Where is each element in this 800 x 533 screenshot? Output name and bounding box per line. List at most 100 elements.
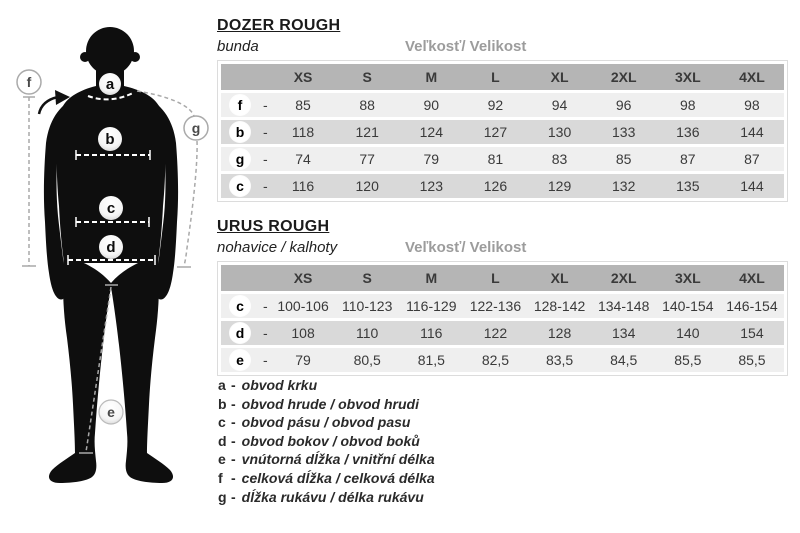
- svg-text:f: f: [27, 74, 32, 90]
- row-label-cell: e-: [221, 348, 271, 372]
- size-value: 116-129: [406, 298, 457, 314]
- size-table-header-row: XS S M L XL 2XL 3XL 4XL: [221, 64, 784, 90]
- size-row-d: d - 108 110 116 122 128 134 140 154: [221, 321, 784, 345]
- row-label-cell: g-: [221, 147, 271, 171]
- size-value: 85: [615, 151, 632, 167]
- svg-text:b: b: [105, 131, 114, 148]
- marker-badge-f: f: [16, 69, 42, 95]
- row-separator: -: [263, 325, 268, 341]
- size-value: 110: [356, 325, 379, 341]
- legend-text: obvod krku: [241, 377, 318, 393]
- size-value: 82,5: [481, 352, 510, 368]
- legend-separator: -: [231, 488, 236, 505]
- legend-separator: -: [231, 469, 236, 486]
- size-value: 87: [744, 151, 760, 167]
- section-subtitle-jacket: bunda: [217, 38, 259, 55]
- neck-measure-line: [87, 92, 134, 101]
- size-value: 81,5: [417, 352, 445, 368]
- legend-key: b: [218, 395, 227, 412]
- legend-separator: -: [231, 432, 236, 449]
- size-value: 79: [295, 352, 311, 368]
- size-value: 132: [612, 178, 636, 194]
- marker-badge-b: b: [98, 127, 122, 151]
- row-separator: -: [263, 97, 268, 113]
- size-value: 134-148: [597, 298, 650, 314]
- column-header-xs: XS: [293, 270, 313, 286]
- column-header-4xl: 4XL: [739, 69, 765, 85]
- trousers-size-section: URUS ROUGH nohavice / kalhoty Veľkosť/ V…: [217, 218, 788, 376]
- legend-separator: -: [231, 377, 236, 393]
- legend-separator: -: [231, 395, 236, 412]
- size-value: 121: [355, 124, 379, 140]
- size-value: 122-136: [469, 298, 522, 314]
- column-header-s: S: [362, 270, 372, 286]
- row-label-cell: d-: [221, 321, 271, 345]
- legend-text: vnútorná dĺžka / vnitřní délka: [241, 451, 435, 468]
- row-marker-c: c: [230, 296, 250, 316]
- size-value: 133: [612, 124, 636, 140]
- section-subtitle-trousers: nohavice / kalhoty: [217, 239, 338, 256]
- row-marker-g: g: [230, 149, 250, 169]
- size-value: 98: [680, 97, 696, 113]
- size-value: 116: [420, 325, 443, 341]
- row-separator: -: [263, 178, 268, 194]
- size-value: 140: [676, 325, 700, 341]
- size-row-c: c - 116 120 123 126 129 132 135 144: [221, 174, 784, 198]
- row-label-cell: f-: [221, 93, 271, 117]
- row-label-cell: c-: [221, 174, 271, 198]
- size-value: 87: [680, 151, 696, 167]
- size-value: 83: [551, 151, 568, 167]
- row-marker-c: c: [230, 176, 250, 196]
- size-value: 77: [359, 151, 375, 167]
- size-value: 130: [547, 124, 572, 140]
- svg-text:c: c: [107, 200, 115, 217]
- column-header-s: S: [362, 69, 372, 85]
- size-value: 96: [615, 97, 632, 113]
- pointer-arrow-icon: [37, 90, 70, 115]
- size-value: 144: [740, 178, 764, 194]
- size-value: 84,5: [610, 352, 638, 368]
- column-header-m: M: [425, 270, 438, 286]
- size-value: 118: [291, 124, 315, 140]
- size-value: 90: [423, 97, 440, 113]
- column-header-2xl: 2XL: [610, 69, 637, 85]
- marker-badge-d: d: [99, 235, 123, 259]
- size-label-jacket: Veľkosť/ Velikost: [405, 38, 527, 55]
- size-value: 144: [740, 124, 764, 140]
- jacket-size-section: DOZER ROUGH bunda Veľkosť/ Velikost XS S M…: [217, 17, 788, 202]
- size-value: 124: [419, 124, 443, 140]
- size-value: 85,5: [738, 352, 766, 368]
- size-value: 92: [487, 97, 504, 113]
- size-label-trousers: Veľkosť/ Velikost: [405, 239, 527, 256]
- size-value: 74: [295, 151, 311, 167]
- size-value: 116: [291, 178, 315, 194]
- legend-separator: -: [231, 414, 236, 431]
- legend-key: e: [218, 451, 226, 468]
- legend-item-a: a - obvod krku: [218, 377, 435, 396]
- row-separator: -: [263, 151, 268, 167]
- size-value: 85,5: [674, 352, 702, 368]
- column-header-2xl: 2XL: [610, 270, 637, 286]
- size-value: 128-142: [533, 298, 586, 314]
- row-label-cell: b-: [221, 120, 271, 144]
- row-separator: -: [263, 124, 268, 140]
- size-value: 88: [359, 97, 375, 113]
- row-separator: -: [263, 298, 268, 314]
- body-silhouette: [43, 27, 179, 483]
- column-header-xs: XS: [293, 69, 313, 85]
- column-header-xl: XL: [550, 270, 569, 286]
- legend-text: celková dĺžka / celková délka: [241, 469, 435, 486]
- column-header-l: L: [491, 69, 500, 85]
- sleeve-measure-line-bottom: [183, 140, 198, 267]
- size-value: 126: [483, 178, 508, 194]
- size-value: 120: [355, 178, 379, 194]
- column-header-3xl: 3XL: [674, 69, 701, 85]
- row-marker-d: d: [230, 323, 250, 343]
- size-value: 98: [744, 97, 760, 113]
- column-header-m: M: [425, 69, 438, 85]
- legend-text: obvod hrude / obvod hrudi: [241, 395, 419, 412]
- section-title-trousers: URUS ROUGH: [217, 218, 330, 235]
- column-header-3xl: 3XL: [674, 270, 701, 286]
- body-silhouette-svg: a b c d e f g: [16, 27, 209, 483]
